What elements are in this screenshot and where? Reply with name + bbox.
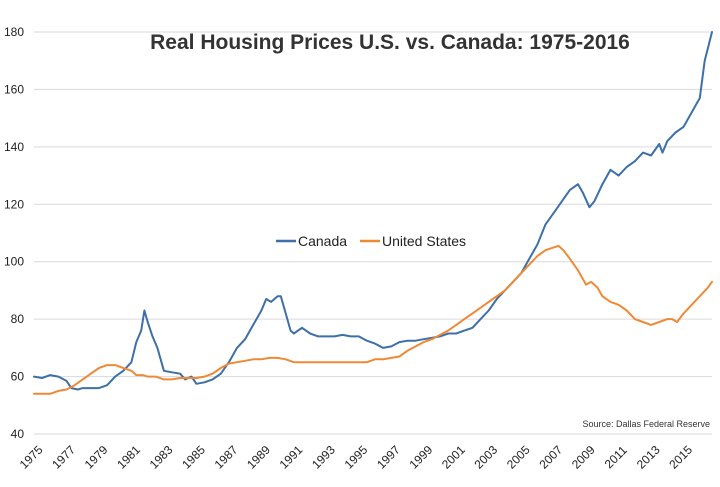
x-tick-label: 1995 (342, 443, 371, 472)
series-line-canada (33, 31, 713, 391)
x-tick-label: 1999 (407, 443, 436, 472)
y-tick-label: 140 (4, 140, 24, 154)
x-tick-label: 1997 (374, 443, 403, 472)
y-tick-label: 80 (11, 312, 25, 326)
x-tick-label: 1977 (49, 443, 78, 472)
x-tick-label: 1979 (82, 443, 111, 472)
x-tick-label: 1975 (17, 443, 46, 472)
series-line-united-states (33, 244, 713, 395)
series-lines (33, 31, 713, 395)
x-tick-label: 2015 (666, 443, 695, 472)
x-tick-label: 2001 (439, 443, 468, 472)
x-tick-label: 2003 (471, 443, 500, 472)
source-note: Source: Dallas Federal Reserve (582, 419, 710, 429)
x-tick-label: 1987 (212, 443, 241, 472)
y-axis-ticks: 40 60 80 100 120 140 160 180 (4, 25, 24, 441)
y-tick-label: 100 (4, 255, 24, 269)
legend-label-canada: Canada (298, 233, 347, 249)
legend: Canada United States (276, 233, 466, 249)
x-tick-label: 1991 (277, 443, 306, 472)
x-axis-ticks: 1975 1977 1979 1981 1983 1985 1987 1989 1991 1993… (17, 443, 696, 472)
chart-title: Real Housing Prices U.S. vs. Canada: 197… (150, 31, 630, 54)
x-tick-label: 1989 (244, 443, 273, 472)
y-tick-label: 120 (4, 197, 24, 211)
x-tick-label: 1981 (114, 443, 143, 472)
x-tick-label: 1993 (309, 443, 338, 472)
x-tick-label: 2013 (634, 443, 663, 472)
x-tick-label: 2009 (569, 443, 598, 472)
legend-label-united-states: United States (382, 233, 466, 249)
x-tick-label: 1983 (147, 443, 176, 472)
x-tick-label: 2005 (504, 443, 533, 472)
y-tick-label: 40 (11, 427, 25, 441)
x-tick-label: 1985 (179, 443, 208, 472)
y-tick-label: 160 (4, 82, 24, 96)
x-tick-label: 2007 (536, 443, 565, 472)
x-tick-label: 2011 (602, 443, 630, 471)
y-tick-label: 60 (11, 370, 25, 384)
y-tick-label: 180 (4, 25, 24, 39)
